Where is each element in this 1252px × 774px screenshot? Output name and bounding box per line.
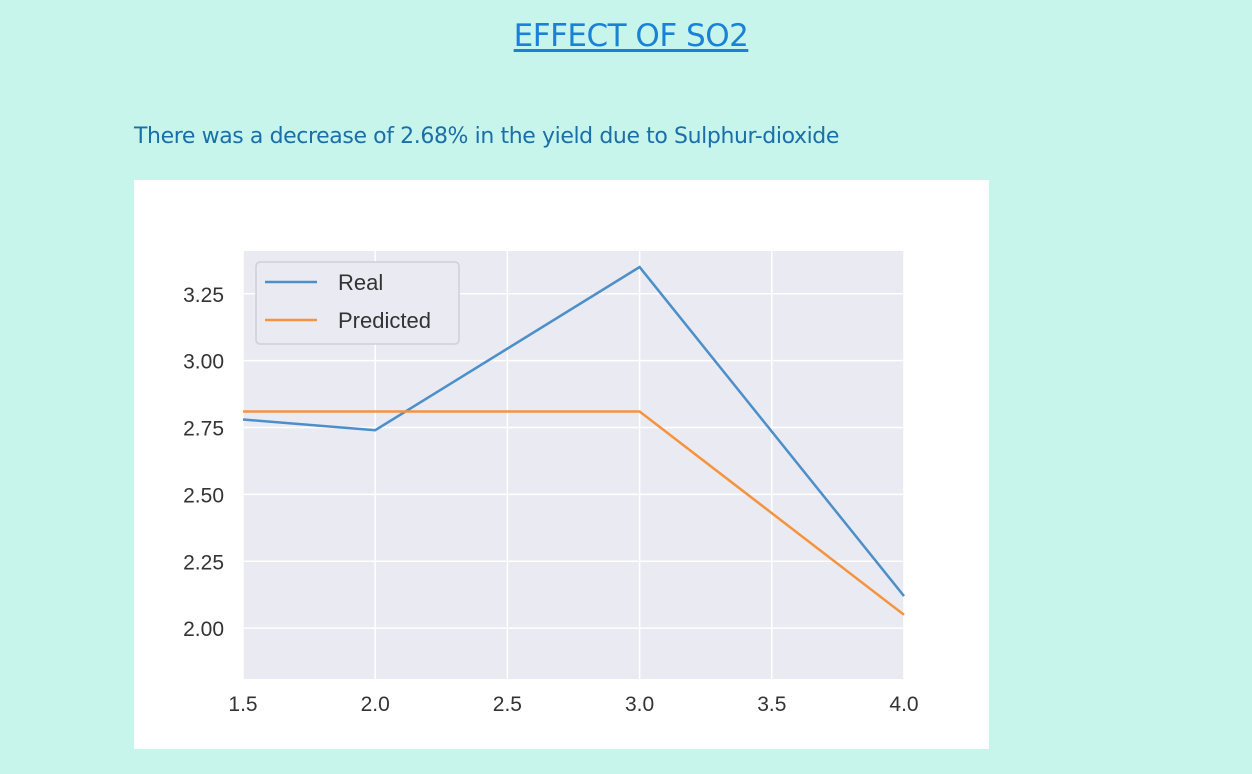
x-tick-label: 3.5 xyxy=(757,693,786,716)
page-title-link[interactable]: EFFECT OF SO2 xyxy=(513,18,749,54)
y-tick-label: 3.25 xyxy=(183,284,224,307)
line-chart: 1.5 2.0 2.5 3.0 3.5 4.0 2.00 2.25 2.50 2.75 3.00 3.… xyxy=(183,251,919,716)
series-line-predicted xyxy=(243,410,905,616)
y-tick-label: 2.00 xyxy=(183,618,224,641)
yield-description: There was a decrease of 2.68% in the yie… xyxy=(134,124,839,149)
series-line-real xyxy=(242,265,905,597)
legend: Real Predicted xyxy=(255,261,460,345)
chart-card: 1.5 2.0 2.5 3.0 3.5 4.0 2.00 2.25 2.50 2.75 3.00 3.… xyxy=(134,180,989,749)
x-tick-label: 4.0 xyxy=(889,693,918,716)
y-tick-label: 2.75 xyxy=(183,418,224,441)
tick-labels: 1.5 2.0 2.5 3.0 3.5 4.0 2.00 2.25 2.50 2.75 3.00 3.… xyxy=(183,284,918,716)
grid-lines xyxy=(242,251,905,679)
x-tick-label: 2.0 xyxy=(361,693,390,716)
series-lines xyxy=(242,265,905,616)
legend-label-real: Real xyxy=(338,270,383,295)
x-tick-label: 2.5 xyxy=(493,693,522,716)
legend-label-predicted: Predicted xyxy=(338,308,431,333)
x-tick-label: 1.5 xyxy=(228,693,257,716)
y-tick-label: 2.25 xyxy=(183,551,224,574)
y-tick-label: 2.50 xyxy=(183,484,224,507)
y-tick-label: 3.00 xyxy=(183,351,224,374)
x-tick-label: 3.0 xyxy=(625,693,654,716)
